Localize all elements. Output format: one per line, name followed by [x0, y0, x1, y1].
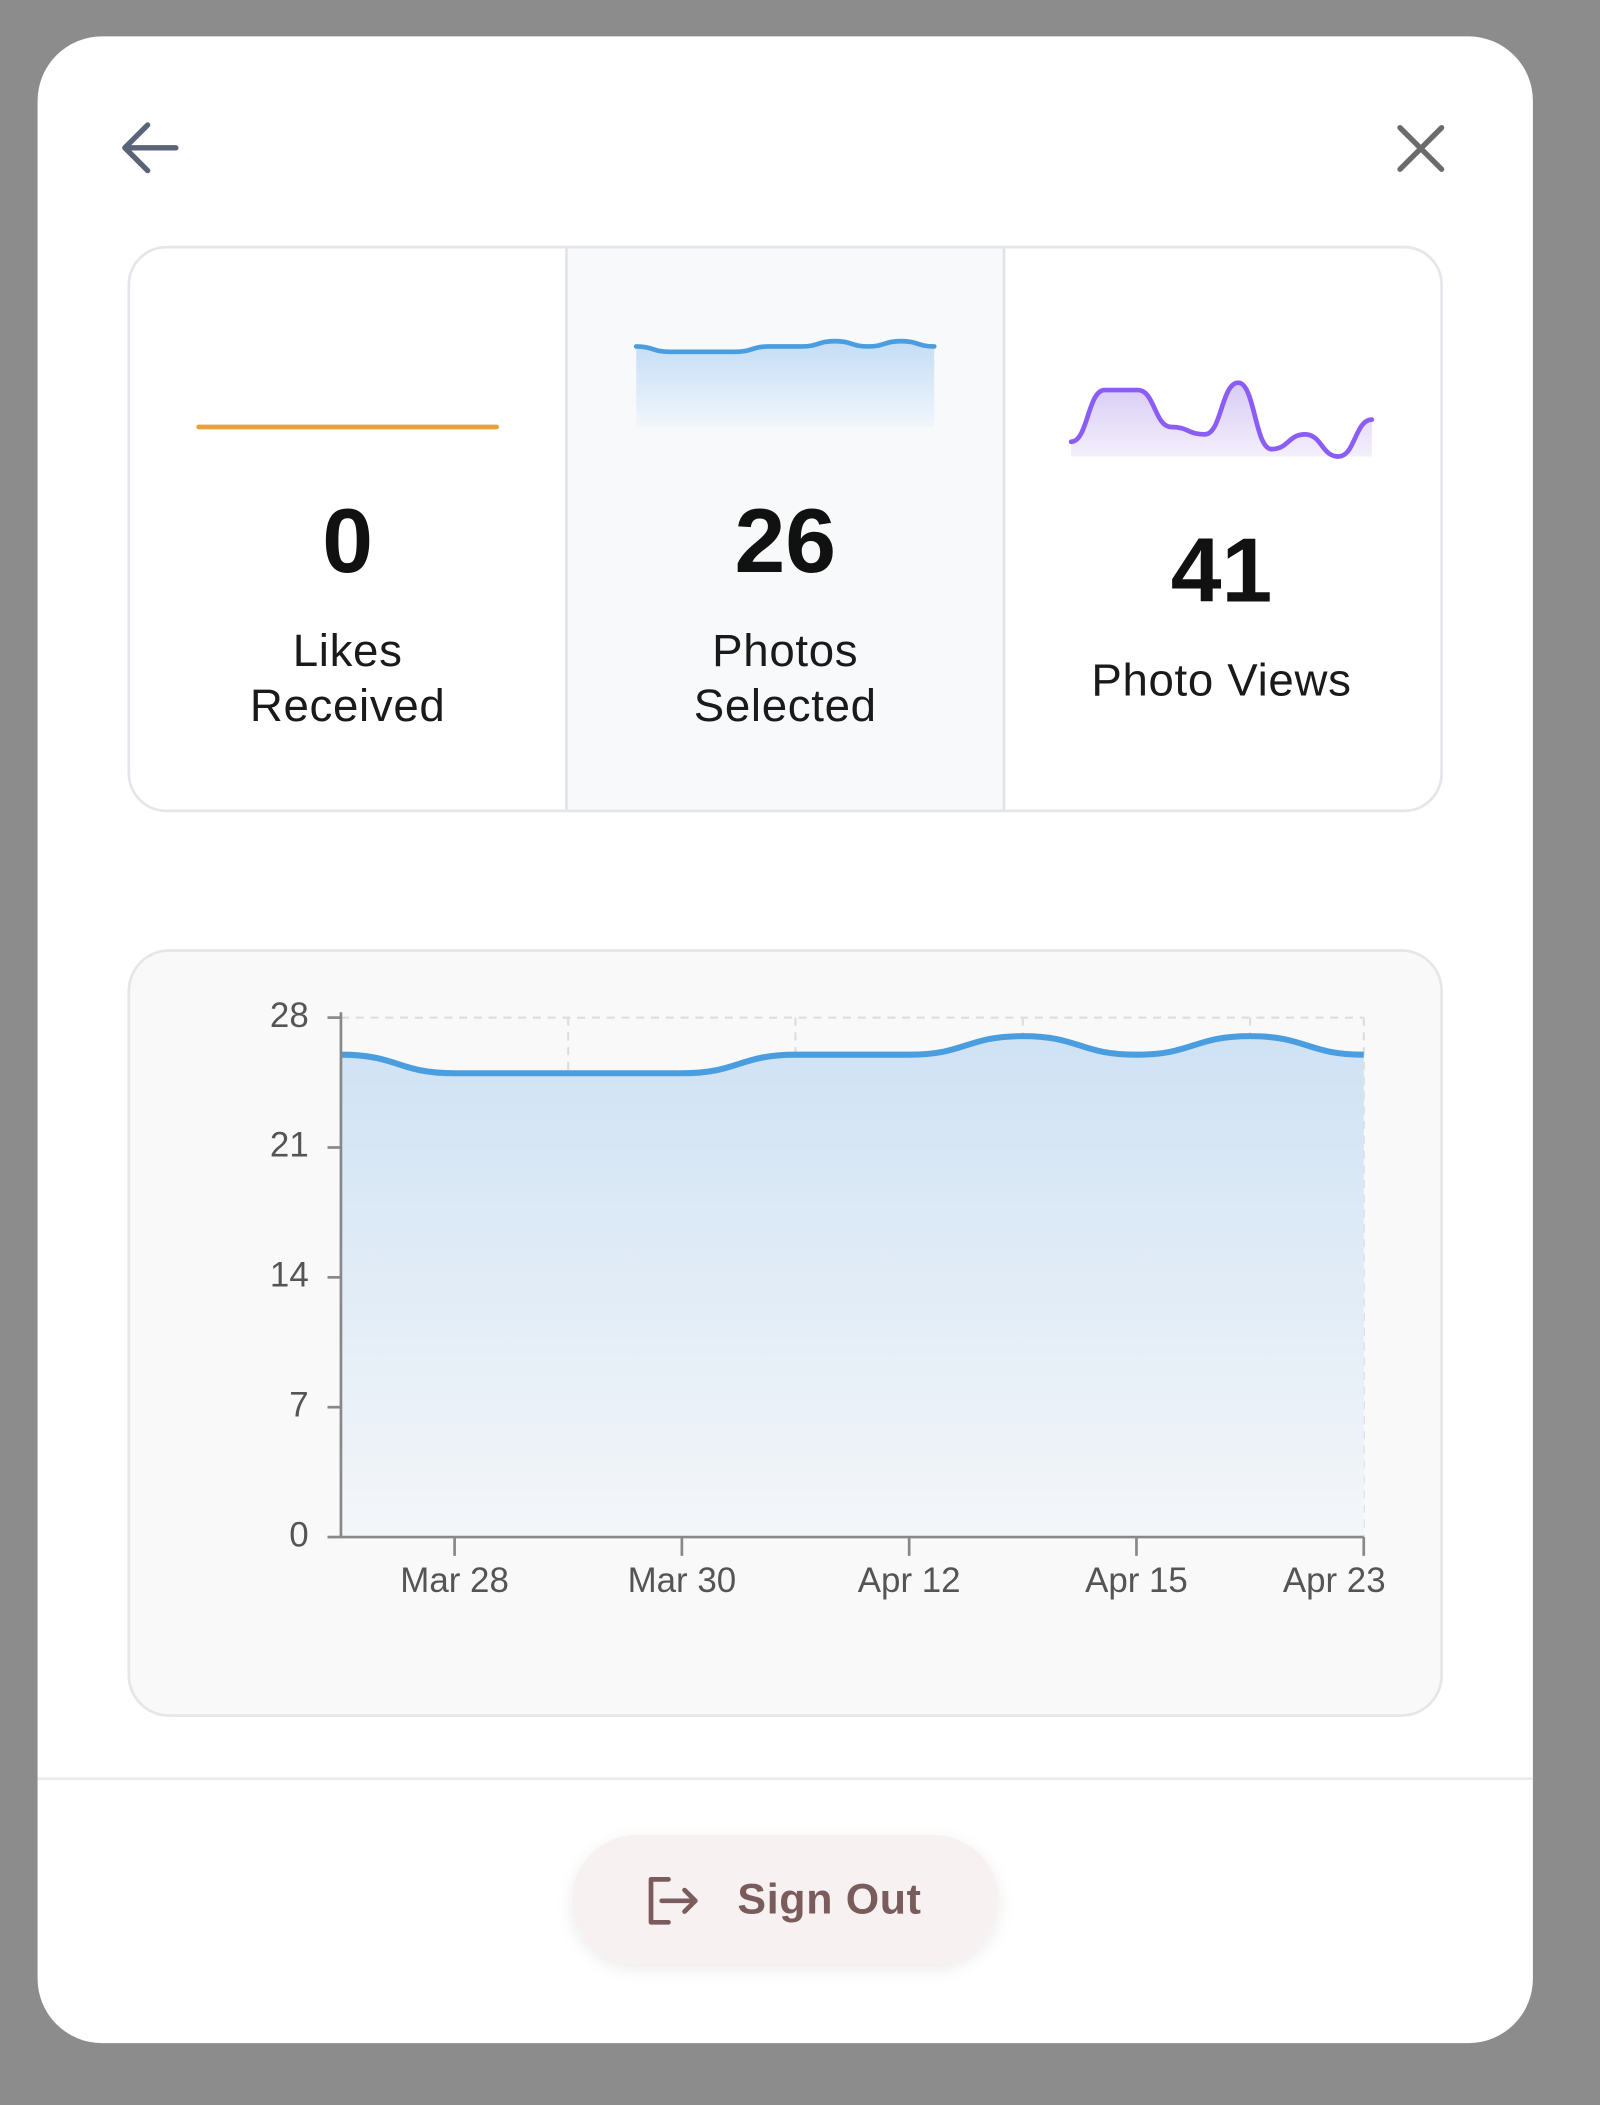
sparkline-area [636, 341, 935, 427]
sparkline [1068, 380, 1375, 459]
sign-out-button[interactable]: Sign Out [571, 1835, 999, 1964]
x-tick-label: Mar 28 [400, 1561, 509, 1600]
line [340, 1033, 1364, 1077]
stat-label-box: Likes Received [249, 625, 446, 732]
stat-value: 0 [322, 490, 373, 592]
stat-value: 26 [734, 490, 836, 592]
close-button[interactable] [1397, 124, 1445, 172]
y-tick-label: 7 [289, 1385, 308, 1424]
x-tick-label: Mar 30 [628, 1561, 737, 1600]
y-tick-label: 21 [270, 1126, 309, 1165]
stat-value: 41 [1171, 519, 1273, 621]
x-tick-label: Apr 15 [1085, 1561, 1188, 1600]
y-tick-label: 28 [270, 996, 309, 1035]
sign-out-label: Sign Out [737, 1876, 921, 1924]
y-tick-label: 0 [289, 1515, 308, 1554]
stat-label: Photo Views [1091, 655, 1352, 707]
area [340, 1036, 1364, 1538]
x-tick-label: Apr 12 [858, 1561, 961, 1600]
stat-label: Likes Received [249, 625, 446, 732]
stat-label: Photos Selected [693, 625, 877, 732]
sparkline [633, 338, 937, 355]
chart: 0 7 14 21 28 Mar 28 Mar 30 Apr 12 Apr 15 Apr 23 [270, 996, 1386, 1600]
sign-out-icon [648, 1876, 698, 1925]
stat-label-box: Photos Selected [693, 625, 877, 732]
stat-highlight [566, 248, 1005, 810]
stat-label-box: Photo Views [1091, 655, 1352, 707]
back-button[interactable] [122, 122, 179, 174]
x-tick-label: Apr 23 [1283, 1561, 1386, 1600]
y-tick-label: 14 [270, 1256, 309, 1295]
button-bg [571, 1835, 999, 1964]
stats: 0 Likes Received 26 Photos Selected 41 Photo … [196, 338, 1375, 732]
